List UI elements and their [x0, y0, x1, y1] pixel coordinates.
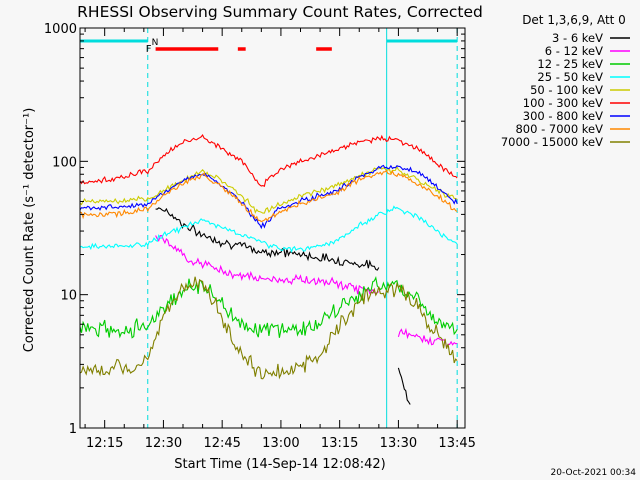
series-line: [155, 207, 380, 271]
series-7000-15000-kev: [79, 276, 458, 380]
series-line: [79, 164, 458, 230]
series-line: [79, 276, 458, 380]
y-tick-label: 10: [60, 289, 77, 304]
series-50-100-kev: [79, 165, 458, 214]
legend-label: 800 - 7000 keV: [515, 122, 603, 136]
y-axis: 1 10 100 1000: [44, 22, 465, 437]
series-100-300-kev: [79, 133, 458, 187]
legend-label: 25 - 50 keV: [537, 70, 603, 84]
legend-label: 12 - 25 keV: [537, 57, 603, 71]
y-axis-label: Corrected Count Rate (s⁻¹ detector⁻¹): [22, 108, 37, 353]
series-line: [79, 133, 458, 187]
series-12-25-kev: [79, 276, 458, 339]
x-tick-label: 12:30: [145, 436, 182, 451]
legend-title: Det 1,3,6,9, Att 0: [522, 13, 626, 27]
x-tick-label: 12:15: [86, 436, 123, 451]
series-line: [397, 367, 411, 405]
y-tick-label: 1000: [44, 22, 77, 37]
series-line: [79, 276, 458, 339]
x-tick-label: 13:15: [321, 436, 358, 451]
series-300-800-kev: [79, 164, 458, 230]
series-3-6-kev: [155, 207, 411, 405]
series-line: [79, 169, 458, 223]
legend-label: 3 - 6 keV: [552, 31, 603, 45]
y-tick-label: 1: [69, 422, 77, 437]
series-25-50-kev: [79, 205, 458, 254]
x-tick-label: 13:00: [262, 436, 299, 451]
legend-label: 50 - 100 keV: [530, 83, 603, 97]
y-tick-label: 100: [52, 155, 77, 170]
series-line: [155, 235, 380, 295]
legend-label: 6 - 12 keV: [545, 44, 603, 58]
plot-area: NF: [79, 28, 458, 428]
x-tick-label: 13:45: [438, 436, 475, 451]
series-line: [79, 205, 458, 254]
x-tick-label: 13:30: [380, 436, 417, 451]
night-flag-label: N: [152, 38, 159, 48]
legend-label: 100 - 300 keV: [523, 96, 603, 110]
chart-title: RHESSI Observing Summary Count Rates, Co…: [77, 3, 483, 21]
plot-frame: [79, 27, 466, 429]
legend-label: 300 - 800 keV: [523, 109, 603, 123]
series-800-7000-kev: [79, 169, 458, 223]
timestamp: 20-Oct-2021 00:34: [551, 468, 637, 478]
flare-flag-label: F: [146, 44, 152, 55]
x-axis: 12:15 12:30 12:45 13:00 13:15 13:30 13:45: [84, 28, 476, 451]
legend-label: 7000 - 15000 keV: [501, 135, 603, 149]
x-tick-label: 12:45: [203, 436, 240, 451]
series-line: [79, 165, 458, 214]
x-axis-label: Start Time (14-Sep-14 12:08:42): [174, 457, 385, 472]
